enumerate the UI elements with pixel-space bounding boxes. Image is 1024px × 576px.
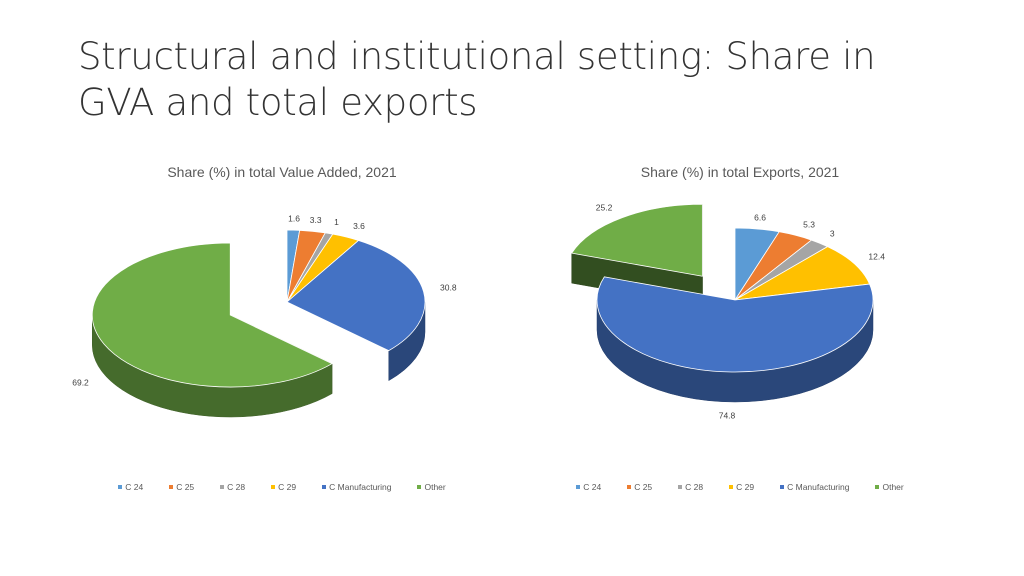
legend-item-c-28: C 28: [220, 482, 245, 492]
legend-item-c-24: C 24: [118, 482, 143, 492]
data-label-c-28: 3: [830, 228, 835, 238]
data-label-c-24: 6.6: [754, 212, 766, 222]
data-label-c-28: 1: [334, 217, 339, 227]
chart-legend: C 24 C 25 C 28 C 29 C Manufacturing Other: [520, 482, 960, 492]
pie-slice-c-manufacturing: [596, 276, 874, 373]
legend-label: C 24: [583, 482, 602, 492]
legend-swatch: [576, 485, 581, 489]
legend-swatch: [322, 485, 327, 489]
legend-label: C 25: [634, 482, 653, 492]
pie-slice-c-manufacturing: [286, 239, 426, 352]
legend-item-other: Other: [417, 482, 446, 492]
legend-swatch: [169, 485, 174, 489]
legend-swatch: [271, 485, 276, 489]
chart-title: Share (%) in total Exports, 2021: [640, 164, 840, 180]
pie-plot: 1.6 3.3 1 3.6 30.8 69.2: [72, 213, 457, 418]
data-label-c-manufacturing: 30.8: [440, 283, 457, 293]
legend-label: C 28: [685, 482, 704, 492]
legend-swatch: [875, 485, 880, 489]
value-added-chart: Share (%) in total Value Added, 2021 1.6…: [62, 150, 502, 510]
legend-item-c-25: C 25: [169, 482, 194, 492]
legend-item-c-manufacturing: C Manufacturing: [322, 482, 391, 492]
legend-swatch: [417, 485, 422, 489]
data-label-other: 69.2: [72, 378, 89, 388]
legend-swatch: [118, 485, 123, 489]
legend-swatch: [780, 485, 785, 489]
legend-item-other: Other: [875, 482, 904, 492]
legend-item-c-29: C 29: [729, 482, 754, 492]
data-label-c-25: 5.3: [803, 220, 815, 230]
legend-label: C 24: [125, 482, 144, 492]
legend-label: C 29: [278, 482, 297, 492]
slide-title: Structural and institutional setting: Sh…: [78, 35, 876, 124]
data-label-c-29: 3.6: [353, 221, 365, 231]
data-label-c-24: 1.6: [288, 213, 300, 223]
data-label-c-manufacturing: 74.8: [719, 411, 736, 421]
legend-label: Other: [882, 482, 904, 492]
legend-swatch: [627, 485, 632, 489]
legend-swatch: [729, 485, 734, 489]
pie-slice-c-29: [734, 246, 871, 301]
chart-legend: C 24 C 25 C 28 C 29 C Manufacturing Other: [62, 482, 502, 492]
legend-label: Other: [424, 482, 446, 492]
chart-title: Share (%) in total Value Added, 2021: [167, 164, 397, 180]
legend-item-c-24: C 24: [576, 482, 601, 492]
legend-label: C Manufacturing: [329, 482, 392, 492]
pie-plot: 6.6 5.3 3 12.4 74.8 25.2: [571, 203, 885, 421]
legend-item-c-29: C 29: [271, 482, 296, 492]
legend-swatch: [678, 485, 683, 489]
legend-item-c-25: C 25: [627, 482, 652, 492]
data-label-other: 25.2: [596, 203, 613, 213]
data-label-c-29: 12.4: [868, 251, 885, 261]
legend-label: C Manufacturing: [787, 482, 850, 492]
legend-item-c-28: C 28: [678, 482, 703, 492]
exports-chart: Share (%) in total Exports, 2021 6.6 5.3 3…: [520, 150, 960, 510]
pie-slice-other: [91, 242, 333, 388]
legend-item-c-manufacturing: C Manufacturing: [780, 482, 849, 492]
data-label-c-25: 3.3: [310, 215, 322, 225]
legend-label: C 28: [227, 482, 246, 492]
legend-label: C 29: [736, 482, 755, 492]
pie-slice-other: [571, 203, 703, 277]
legend-swatch: [220, 485, 225, 489]
legend-label: C 25: [176, 482, 195, 492]
